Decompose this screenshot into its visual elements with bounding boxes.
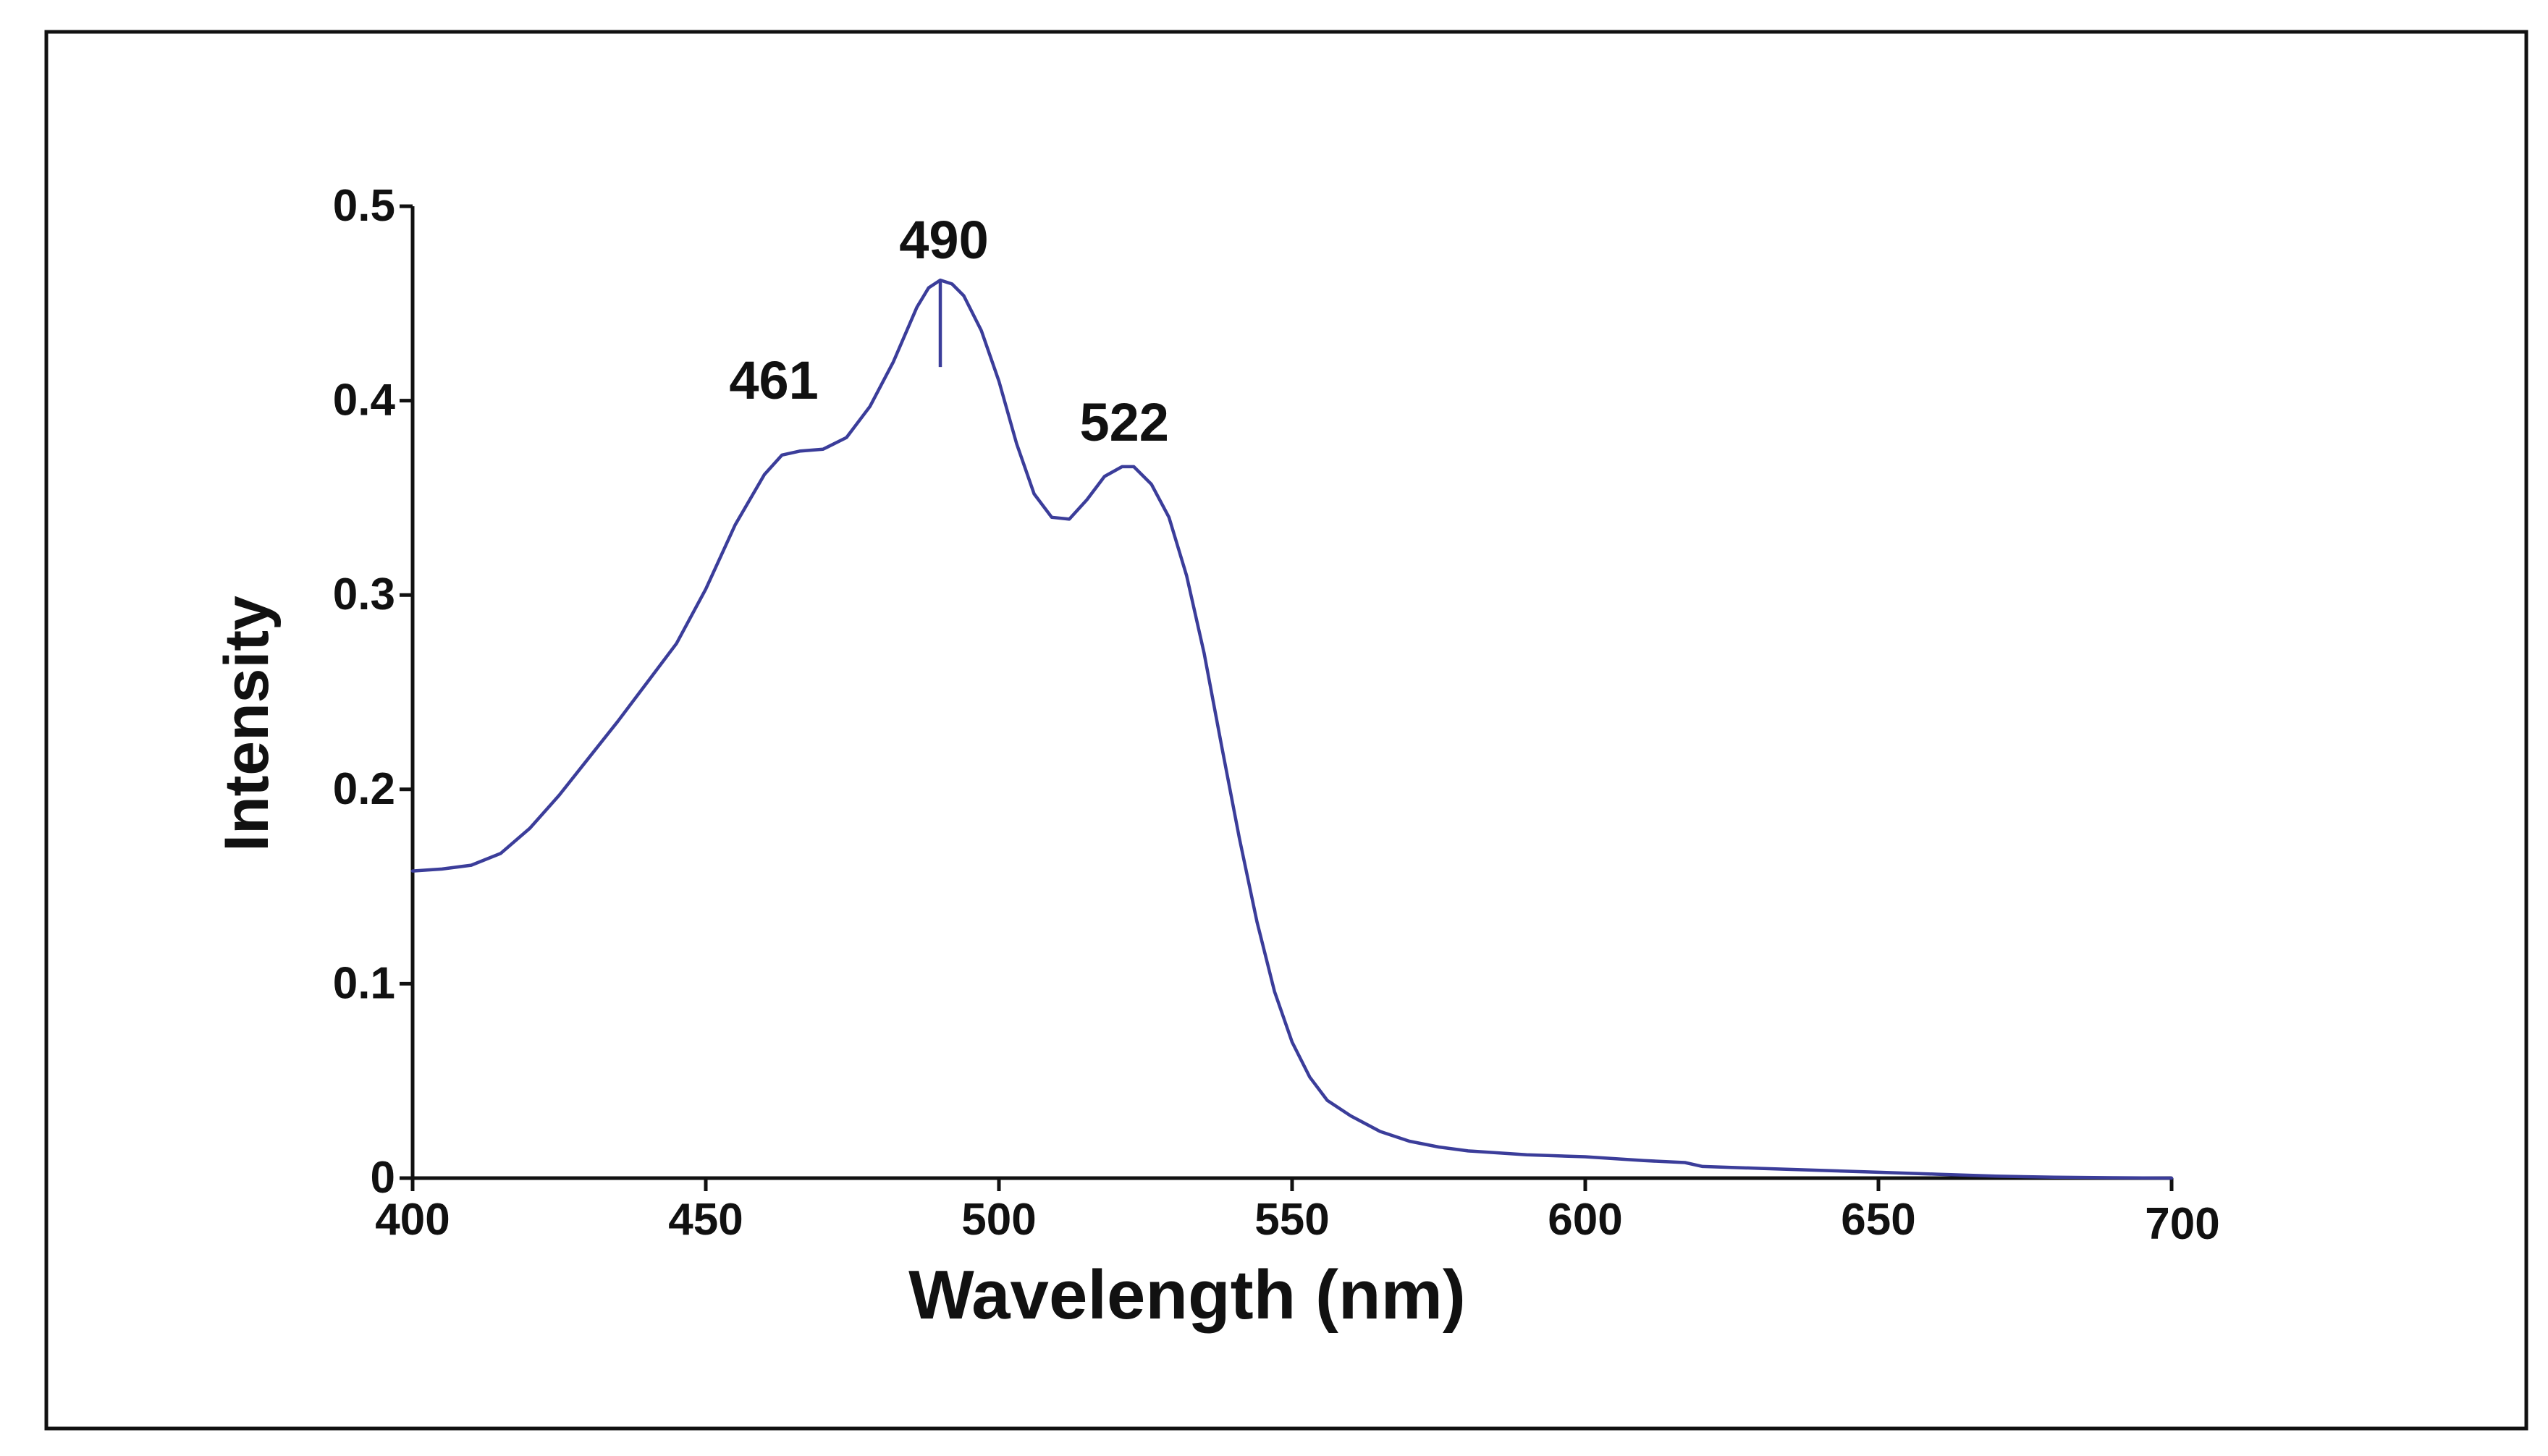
x-axis-title: Wavelength (nm) [908,1256,1466,1334]
y-tick-label-0-4: 0.4 [333,376,396,426]
x-tick-label-550: 550 [1254,1195,1329,1245]
peak-label-522: 522 [1079,392,1168,452]
peak-label-490: 490 [899,210,988,270]
x-tick-label-450: 450 [668,1195,743,1245]
x-tick-label-400: 400 [375,1195,450,1245]
x-tick-label-700: 700 [2145,1199,2219,1249]
y-tick-label-0-3: 0.3 [333,570,395,619]
peak-label-461: 461 [729,350,818,410]
plot-area: 400 450 500 550 600 650 700 0 0.1 0.2 0.3 0.4 0.5 490… [333,181,2220,1249]
x-tick-label-500: 500 [961,1195,1036,1245]
x-tick-label-600: 600 [1548,1195,1622,1245]
figure-frame [44,30,2528,1431]
series-line-0 [410,278,2174,1180]
y-tick-label-0: 0 [371,1153,395,1203]
y-tick-label-0-5: 0.5 [333,181,395,231]
y-axis-title: Intensity [212,596,282,852]
y-tick-label-0-2: 0.2 [333,764,395,814]
y-tick-label-0-1: 0.1 [333,958,395,1008]
x-tick-label-650: 650 [1841,1195,1915,1245]
